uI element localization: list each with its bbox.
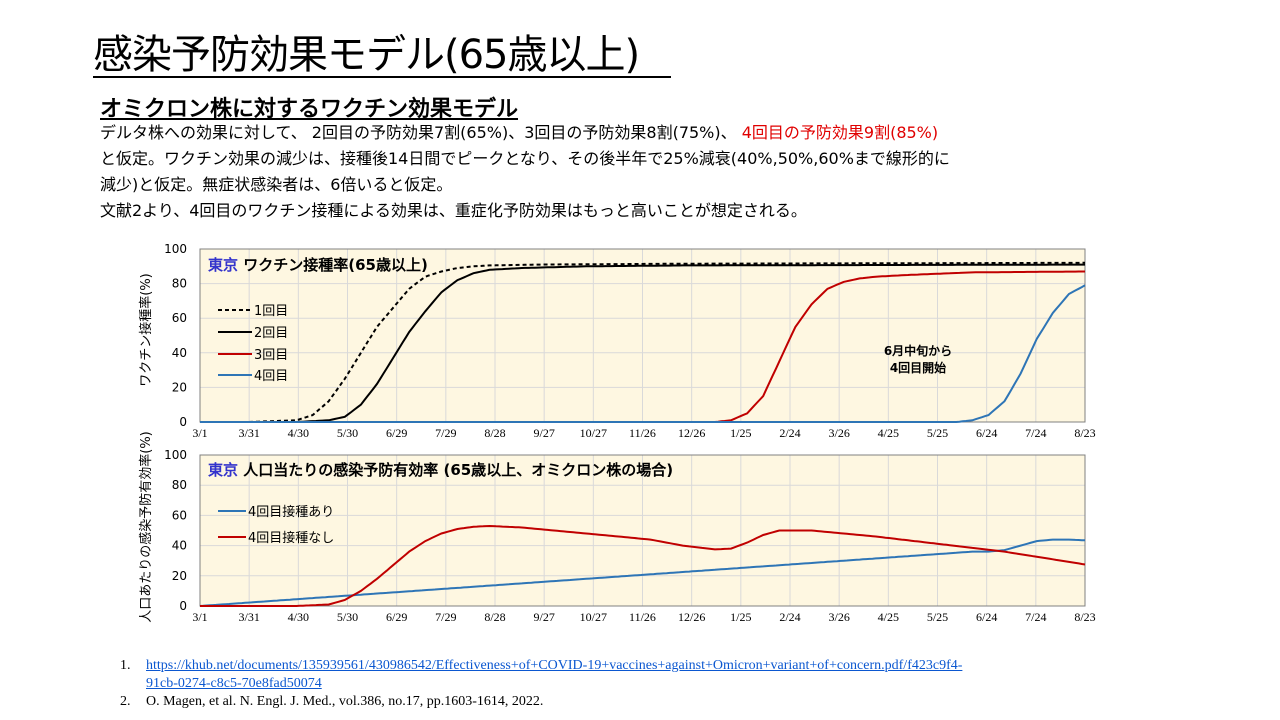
reference-2: 2. O. Magen, et al. N. Engl. J. Med., vo… — [120, 693, 962, 711]
chart-title-main: ワクチン接種率(65歳以上) — [243, 256, 428, 274]
x-tick-label: 3/1 — [192, 610, 207, 624]
x-tick-label: 8/28 — [484, 426, 505, 440]
chart-title-main: 人口当たりの感染予防有効率 (65歳以上、オミクロン株の場合) — [243, 461, 673, 479]
x-tick-label: 6/24 — [976, 610, 997, 624]
y-tick-label: 20 — [172, 380, 187, 394]
reference-1-number: 1. — [120, 658, 131, 673]
description-line-3: 減少)と仮定。無症状感染者は、6倍いると仮定。 — [100, 175, 453, 194]
y-tick-label: 100 — [164, 448, 187, 462]
x-tick-label: 3/31 — [238, 426, 259, 440]
legend-label: 4回目接種あり — [248, 504, 334, 520]
x-tick-label: 12/26 — [678, 426, 705, 440]
x-tick-label: 1/25 — [730, 426, 751, 440]
y-axis-label: 人口あたりの感染予防有効率(%) — [138, 431, 154, 623]
chart-annotation: 4回目開始 — [890, 360, 946, 375]
chart-annotation: 6月中旬から — [884, 343, 952, 358]
series-line-2 — [200, 263, 1085, 423]
x-tick-label: 2/24 — [779, 610, 800, 624]
series-line-1 — [199, 538, 1086, 607]
title-underline — [93, 76, 671, 78]
x-tick-label: 6/29 — [386, 426, 407, 440]
x-tick-label: 6/24 — [976, 426, 997, 440]
chart-title-prefix: 東京 — [208, 256, 243, 274]
x-tick-label: 4/25 — [878, 426, 899, 440]
x-tick-label: 3/26 — [828, 610, 849, 624]
x-tick-label: 11/26 — [629, 610, 656, 624]
chart-title: 東京 人口当たりの感染予防有効率 (65歳以上、オミクロン株の場合) — [208, 461, 673, 479]
y-tick-label: 0 — [179, 415, 187, 429]
section-subtitle: オミクロン株に対するワクチン効果モデル — [100, 97, 519, 122]
plot-border — [199, 454, 1086, 607]
y-tick-label: 0 — [179, 599, 187, 613]
description-line-1: デルタ株への効果に対して、 2回目の予防効果7割(65%)、3回目の予防効果8割… — [100, 120, 938, 146]
x-tick-label: 7/29 — [435, 610, 456, 624]
reference-2-number: 2. — [120, 694, 131, 709]
legend-label: 4回目接種なし — [248, 530, 334, 546]
x-tick-label: 5/30 — [337, 610, 358, 624]
x-tick-label: 12/26 — [678, 610, 705, 624]
description-line-2: と仮定。ワクチン効果の減少は、接種後14日間でピークとなり、その後半年で25%減… — [100, 149, 950, 168]
description-line-4: 文献2より、4回目のワクチン接種による効果は、重症化予防効果はもっと高いことが想… — [100, 201, 807, 220]
series-line-1 — [200, 261, 1085, 423]
x-tick-label: 4/25 — [878, 610, 899, 624]
description-line-1-main: デルタ株への効果に対して、 2回目の予防効果7割(65%)、3回目の予防効果8割… — [100, 123, 737, 142]
y-tick-label: 40 — [172, 539, 187, 553]
x-tick-label: 7/29 — [435, 426, 456, 440]
x-tick-label: 5/30 — [337, 426, 358, 440]
x-tick-label: 4/30 — [288, 610, 309, 624]
x-tick-label: 8/23 — [1074, 426, 1095, 440]
legend-label: 2回目 — [254, 326, 288, 341]
legend-label: 4回目 — [254, 369, 288, 384]
y-tick-label: 60 — [172, 508, 187, 522]
x-tick-label: 7/24 — [1025, 426, 1046, 440]
x-tick-label: 5/25 — [927, 610, 948, 624]
y-tick-label: 100 — [164, 242, 187, 256]
x-tick-label: 2/24 — [779, 426, 800, 440]
x-tick-label: 4/30 — [288, 426, 309, 440]
reference-2-text: O. Magen, et al. N. Engl. J. Med., vol.3… — [146, 694, 544, 709]
series-line-2 — [200, 524, 1086, 607]
x-tick-label: 3/31 — [238, 610, 259, 624]
reference-1-link-cont[interactable]: 91cb-0274-c8c5-70e8fad50074 — [146, 676, 322, 691]
y-tick-label: 60 — [172, 311, 187, 325]
reference-1-link[interactable]: https://khub.net/documents/135939561/430… — [146, 658, 963, 673]
x-tick-label: 7/24 — [1025, 610, 1046, 624]
reference-1: 1. https://khub.net/documents/135939561/… — [120, 657, 962, 693]
x-tick-label: 8/28 — [484, 610, 505, 624]
x-tick-label: 6/29 — [386, 610, 407, 624]
x-tick-label: 11/26 — [629, 426, 656, 440]
description-line-1-highlight: 4回目の予防効果9割(85%) — [736, 123, 939, 142]
legend-label: 1回目 — [254, 304, 288, 319]
y-tick-label: 40 — [172, 346, 187, 360]
x-tick-label: 9/27 — [533, 610, 554, 624]
chart-title: 東京 ワクチン接種率(65歳以上) — [208, 256, 428, 274]
x-tick-label: 5/25 — [927, 426, 948, 440]
x-tick-label: 10/27 — [580, 610, 607, 624]
x-tick-label: 3/26 — [828, 426, 849, 440]
chart-title-prefix: 東京 — [208, 461, 243, 479]
y-tick-label: 20 — [172, 569, 187, 583]
y-tick-label: 80 — [172, 478, 187, 492]
x-tick-label: 3/1 — [192, 426, 207, 440]
y-axis-label: ワクチン接種率(%) — [138, 273, 154, 387]
chart-1: 3/1 3/31 4/30 5/30 6/29 7/29 8/28 9/27 10/27 11/2… — [138, 242, 1096, 440]
x-tick-label: 8/23 — [1074, 610, 1095, 624]
references: 1. https://khub.net/documents/135939561/… — [120, 657, 962, 711]
page-title: 感染予防効果モデル(65歳以上) — [93, 32, 640, 78]
x-tick-label: 10/27 — [580, 426, 607, 440]
y-tick-label: 80 — [172, 277, 187, 291]
chart-2: 3/1 3/31 4/30 5/30 6/29 7/29 8/28 9/27 10/27 11/2… — [138, 431, 1096, 624]
x-tick-label: 1/25 — [730, 610, 751, 624]
x-tick-label: 9/27 — [533, 426, 554, 440]
series-line-4 — [200, 284, 1086, 423]
legend-label: 3回目 — [254, 348, 288, 363]
